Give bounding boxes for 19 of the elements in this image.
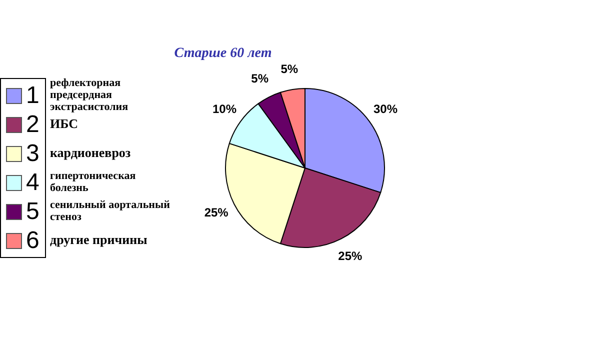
legend-label: 4 <box>26 168 40 196</box>
text: кардионевроз <box>50 144 132 162</box>
data-label: 10% <box>212 102 237 116</box>
text: сенильный аортальный стеноз <box>50 198 171 224</box>
legend-label: 5 <box>26 198 40 226</box>
data-label: 25% <box>204 205 229 220</box>
legend-label: 3 <box>26 140 40 168</box>
text: рефлекторная предсердная экстрасистолия <box>50 76 130 112</box>
data-label: 30% <box>373 102 398 116</box>
data-label: 5% <box>251 72 269 86</box>
data-label: 5% <box>280 62 298 76</box>
text: другие причины <box>50 230 148 249</box>
chart-title: Старше 60 лет <box>173 46 273 62</box>
text: гипертоническая болезнь <box>50 168 137 196</box>
legend-label: 6 <box>26 226 40 254</box>
legend-label: 1 <box>26 82 40 110</box>
text: ИБС <box>50 116 78 130</box>
data-label: 25% <box>338 248 363 263</box>
legend-label: 2 <box>26 110 40 138</box>
